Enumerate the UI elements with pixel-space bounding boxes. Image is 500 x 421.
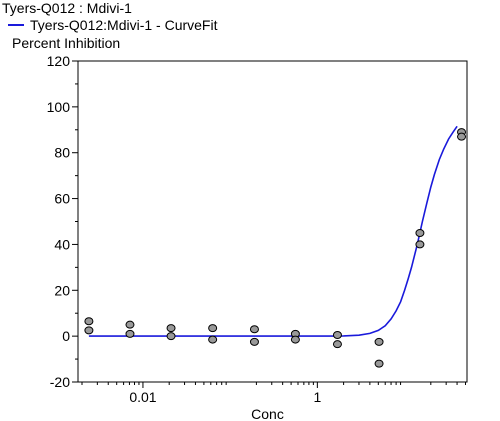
y-tick-label: 60 [54,191,70,207]
legend-swatch [8,24,24,26]
y-tick-label: 80 [54,145,70,161]
y-axis-label: Percent Inhibition [12,35,121,51]
data-point [249,325,259,334]
data-point [332,340,342,349]
data-point [208,324,218,333]
data-point [374,359,384,368]
data-point [166,332,176,341]
data-point [249,337,259,346]
plot-area: 120 100 80 60 40 20 0 -20 0.01 1 Conc [47,53,468,421]
data-point [84,317,94,326]
data-point [415,228,425,237]
data-point [374,337,384,346]
data-point [84,326,94,335]
legend-label: Tyers-Q012:Mdivi-1 - CurveFit [30,17,218,33]
fit-curve-line [88,125,458,337]
data-point [208,335,218,344]
plot-frame [77,60,468,383]
y-tick-label: 0 [62,328,70,344]
y-tick-label: 100 [47,99,71,115]
y-tick-label: 20 [54,282,70,298]
x-axis-label: Conc [251,406,284,421]
data-point [457,132,467,141]
y-tick-label: 120 [47,53,71,69]
data-point [290,335,300,344]
data-point [125,329,135,338]
chart-title: Tyers-Q012 : Mdivi-1 [2,0,132,16]
data-point [166,324,176,333]
x-tick-label: 1 [313,389,321,405]
data-point [332,330,342,339]
y-tick-label: 40 [54,236,70,252]
data-point [125,320,135,329]
data-point [415,240,425,249]
y-tick-label: -20 [50,374,70,390]
legend-item: Tyers-Q012:Mdivi-1 - CurveFit [8,17,217,33]
x-tick-label: 0.01 [129,389,156,405]
